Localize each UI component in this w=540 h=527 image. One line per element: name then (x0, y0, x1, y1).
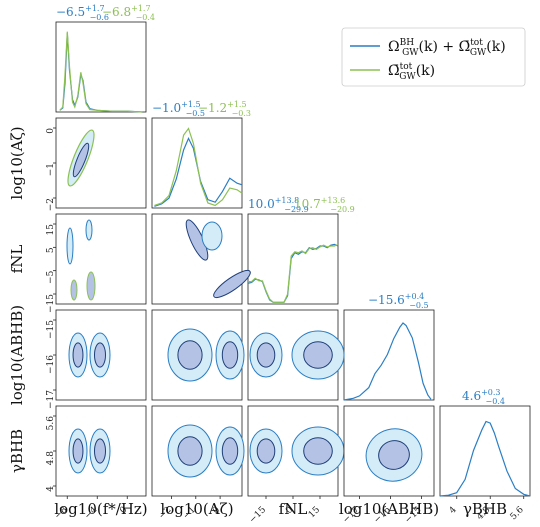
contour-inner (72, 438, 84, 464)
contour-inner (221, 341, 239, 369)
contour-inner (213, 269, 251, 299)
panel-fstar-vs-ABHB (55, 309, 147, 401)
legend: ΩBH GW(k) + Ω̄tot GW(k) Ω̄tot GW(k) (341, 27, 526, 87)
contour-inner (256, 342, 276, 368)
title-fstar-blue: −6.5+1.7 −0.6 (56, 4, 109, 22)
panel-fstar-vs-fNL (55, 213, 147, 305)
y-tick-label: 4 (46, 486, 56, 492)
title-Azeta-blue: −1.0+1.5 −0.5 (152, 100, 205, 118)
y-tick-label: 15 (46, 224, 56, 236)
x-tick-label: 5.6 (509, 505, 526, 522)
marginal-line-blue (343, 322, 432, 401)
contour-green (70, 279, 78, 301)
panel-ABHB-vs-gammaBHB (343, 405, 435, 497)
title-gammaBHB-blue: 4.6+0.3 −0.4 (462, 388, 505, 406)
contour-inner (177, 340, 203, 370)
contour-inner (177, 436, 203, 466)
title-Azeta-green: −1.2+1.5 −0.3 (198, 100, 251, 118)
y-tick-label: −15 (46, 294, 56, 313)
contour-green (86, 271, 96, 301)
contour-outer (66, 227, 74, 265)
marginal-line-green (59, 31, 143, 113)
contour-inner (94, 342, 106, 368)
y-tick-label: 4.8 (46, 451, 56, 466)
panel-frame (247, 213, 339, 305)
y-tick-label: 5 (46, 247, 56, 253)
x-tick-label: −15 (248, 505, 269, 526)
marginal-line-green (154, 127, 243, 207)
y-tick-label: −16 (46, 355, 56, 374)
x-tick-label: 0 (211, 505, 222, 516)
x-tick-label: 0 (284, 505, 295, 516)
panel-Azeta-vs-ABHB (151, 309, 245, 401)
y-tick-label: −15 (46, 320, 56, 339)
contour-inner (72, 342, 84, 368)
title-fstar-green: −6.8+1.7 −0.4 (102, 4, 155, 22)
marginal-panel-fNL: 10.0+13.8 −29.910.7+13.6 −20.9 (247, 196, 355, 305)
y-tick-label: −2 (46, 198, 56, 211)
x-axis-label-fNL: fNL (279, 500, 308, 518)
marginal-line-green (248, 243, 339, 303)
y-tick-label: −17 (46, 390, 56, 409)
y-axis-label-Azeta: log10(Aζ) (8, 126, 26, 199)
y-tick-label: −1 (46, 163, 56, 176)
x-axis-label-fstar: log10(f*/Hz) (54, 500, 147, 518)
panel-frame (55, 21, 147, 113)
marginal-panel-fstar: −6.5+1.7 −0.6−6.8+1.7 −0.4 (55, 4, 155, 113)
x-axis-label-gammaBHB: γBHB (463, 500, 507, 518)
x-axis-label-Azeta: log10(Aζ) (160, 500, 233, 518)
marginal-panel-Azeta: −1.0+1.5 −0.5−1.2+1.5 −0.3 (151, 100, 251, 209)
marginal-panel-gammaBHB: 4.6+0.3 −0.4 (439, 388, 531, 497)
panel-fstar-vs-Azeta (55, 117, 147, 209)
panel-Azeta-vs-gammaBHB (151, 405, 245, 497)
panel-fNL-vs-ABHB (247, 309, 345, 401)
x-tick-label: 15 (307, 505, 322, 520)
contour-outer (85, 219, 93, 241)
contour-outer (201, 221, 223, 251)
contour-inner (72, 142, 90, 178)
contour-inner (94, 438, 106, 464)
contour-inner (378, 440, 410, 470)
legend-frame (341, 27, 526, 87)
y-tick-label: 5.6 (46, 416, 56, 431)
y-axis-label-ABHB: log10(ABHB) (8, 305, 26, 405)
title-ABHB-blue: −15.6+0.4 −0.5 (368, 292, 429, 310)
y-axis-label-gammaBHB: γBHB (8, 429, 26, 473)
panel-fstar-vs-gammaBHB (55, 405, 147, 497)
contour-inner (303, 341, 333, 369)
panel-fNL-vs-gammaBHB (247, 405, 345, 497)
x-tick-label: 0 (118, 505, 129, 516)
y-tick-label: 0 (46, 128, 56, 134)
panel-frame (343, 309, 435, 401)
panel-frame (55, 117, 147, 209)
panel-frame (439, 405, 531, 497)
panel-Azeta-vs-fNL (151, 213, 251, 305)
marginal-panel-ABHB: −15.6+0.4 −0.5 (343, 292, 435, 401)
legend-label-green: Ω̄tot GW(k) (388, 62, 435, 82)
contour-inner (221, 437, 239, 465)
y-axis-label-fNL: fNL (8, 245, 26, 274)
marginal-line-blue (439, 420, 531, 497)
x-tick-label: 4 (448, 505, 459, 516)
contour-inner (256, 438, 276, 464)
y-tick-label: −5 (46, 270, 56, 284)
contour-inner (303, 437, 333, 465)
x-axis-label-ABHB: log10(ABHB) (339, 500, 439, 518)
